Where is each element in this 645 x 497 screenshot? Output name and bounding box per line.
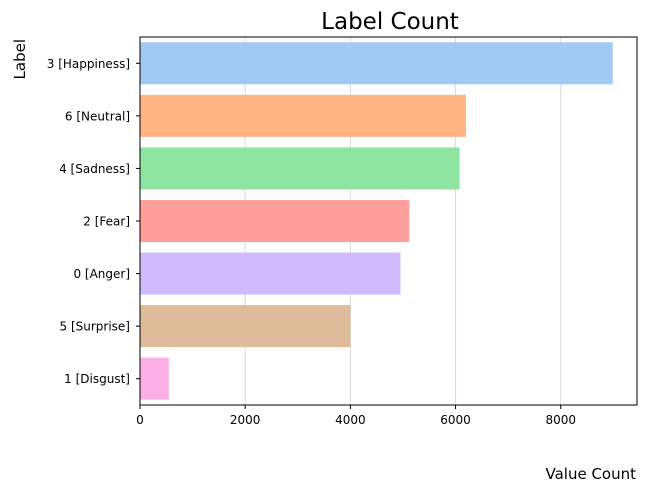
x-tick-label: 4000 (335, 413, 366, 427)
x-tick-labels: 0 2000 4000 6000 8000 (136, 405, 576, 427)
bar (140, 252, 401, 295)
y-tick-label: 6 [Neutral] (65, 109, 130, 123)
y-tick-label: 4 [Sadness] (59, 162, 130, 176)
x-tick-label: 8000 (545, 413, 576, 427)
bar (140, 147, 460, 190)
bar (140, 199, 410, 243)
bar (140, 305, 351, 348)
chart-title: Label Count (321, 9, 459, 35)
bar (140, 42, 613, 85)
y-axis-label: Label (11, 39, 29, 79)
plot-frame (139, 36, 638, 406)
x-tick-label: 2000 (230, 413, 261, 427)
x-axis-label: Value Count (545, 465, 636, 483)
x-tick-label: 0 (136, 413, 144, 427)
y-tick-label: 5 [Surprise] (60, 320, 131, 334)
y-tick-labels: 3 [Happiness] 6 [Neutral] 4 [Sadness] 2 [Fe… (47, 57, 140, 386)
y-tick-label: 3 [Happiness] (47, 57, 130, 71)
bar (140, 94, 466, 137)
x-tick-label: 6000 (440, 413, 471, 427)
bars (140, 42, 613, 400)
bar (140, 357, 169, 400)
y-tick-label: 2 [Fear] (83, 215, 130, 229)
y-tick-label: 1 [Disgust] (64, 372, 130, 386)
y-tick-label: 0 [Anger] (73, 267, 130, 281)
